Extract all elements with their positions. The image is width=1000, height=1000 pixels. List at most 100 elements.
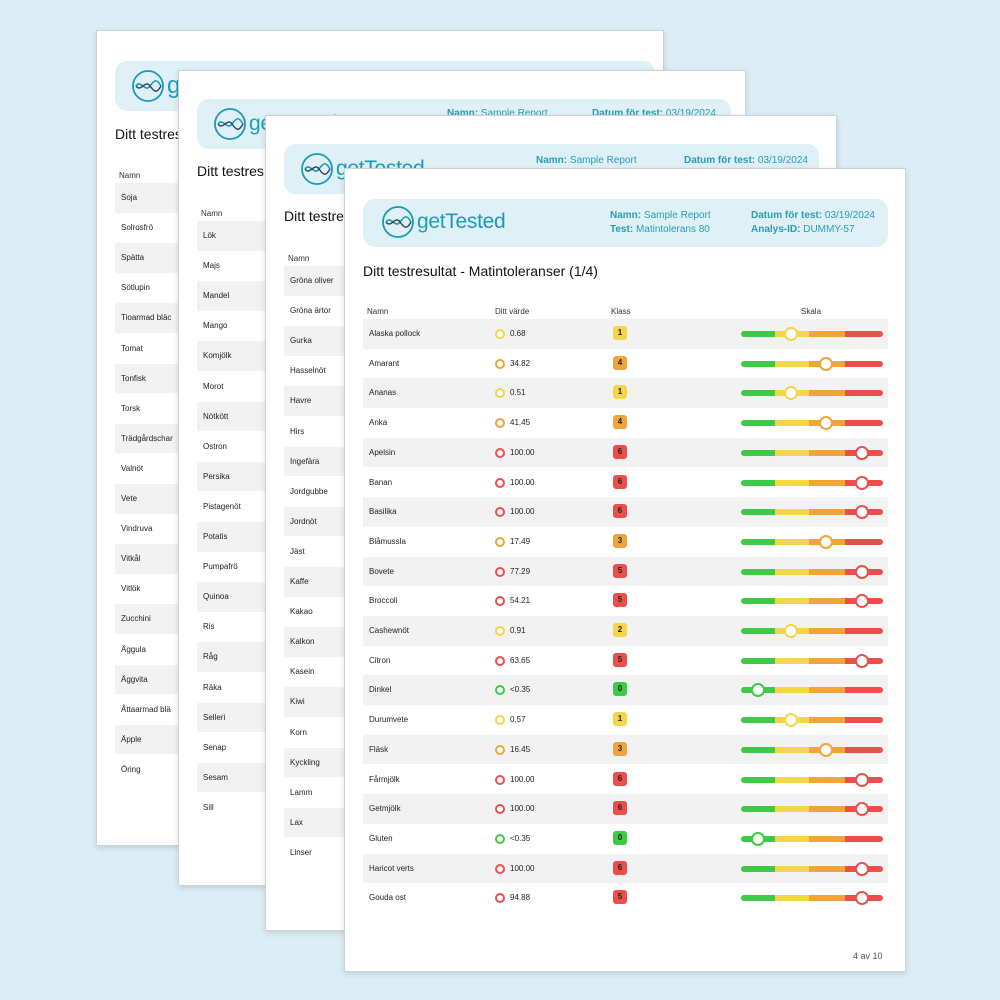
item-name: Ris [203,622,215,632]
item-name: Gurka [290,336,312,346]
result-value: 94.88 [510,893,531,903]
scale-segment [844,835,883,842]
item-name: Vitlök [121,584,141,594]
scale-bar [741,861,883,876]
item-name: Lök [203,231,216,240]
item-name: Korn [290,727,307,737]
scale-segment [844,746,883,753]
table-row: Anka 41.45 4 [363,408,888,438]
list-item: Äggula [115,635,655,665]
scale-segment [741,331,776,337]
scale-segment [809,331,845,337]
item-name: Jäst [290,546,305,556]
dna-logo-icon [382,206,414,238]
list-item: Sill [197,793,731,823]
report-name-meta: Namn: Sample Report [536,155,637,166]
list-item: Ostron [197,432,731,462]
page-number: 4 av 10 [853,951,883,961]
class-badge: 2 [613,623,627,637]
scale-segment [775,835,810,842]
page-title: Ditt testresultat - Matintoleranser (1/4… [363,263,598,279]
item-name: Vitkål [121,554,141,564]
item-name: Sötlupin [121,283,150,293]
status-dot-icon [495,804,505,815]
list-item: Vitlök [115,574,655,604]
food-name: Durumvete [369,715,409,725]
scale-marker [783,327,798,341]
status-dot-icon [495,566,505,577]
test-date: 03/19/2024 [824,210,875,221]
scale-segment [844,717,883,724]
result-value: 100.00 [510,477,535,487]
scale-segment [741,865,776,872]
class-badge: 4 [613,355,627,370]
status-dot-icon [495,863,505,874]
status-dot-icon [495,685,505,696]
scale-marker [854,594,869,609]
table-row: Haricot verts 100.00 6 [363,853,888,884]
status-dot-icon [495,626,505,636]
scale-marker [751,683,766,698]
item-name: Ingefära [290,456,320,466]
scale-segment [775,479,810,486]
report-name: Sample Report [643,210,711,221]
scale-segment [775,895,810,902]
column-header-name: Namn [201,209,223,218]
column-header-name: Namn [119,171,141,180]
page-title: Ditt testres [115,126,182,142]
status-dot-icon [495,507,505,518]
result-value: <0.35 [510,833,531,843]
list-item: Valnöt [115,454,655,484]
item-name: Nötkött [203,411,229,421]
scale-segment [741,420,776,427]
dna-logo-icon [214,108,246,140]
scale-bar [741,713,883,728]
item-name: Pumpafrö [203,562,238,572]
item-name: Sesam [203,772,228,782]
scale-segment [741,538,776,545]
status-dot-icon [495,833,505,844]
scale-segment [809,776,845,783]
item-name: Åttaarmad blä [121,704,171,714]
item-name: Majs [203,261,220,271]
item-name: Hirs [290,426,305,436]
scale-segment [775,360,810,367]
table-row: Cashewnöt 0.91 2 [363,616,888,646]
scale-marker [854,505,869,520]
list-item: Majs [197,251,731,281]
list-item: Vindruva [115,514,655,544]
list-item: Tomat [115,334,655,364]
class-badge: 6 [613,860,627,875]
table-row: Bovete 77.29 5 [363,556,888,587]
item-name: Zucchini [121,614,151,624]
scale-segment [741,360,776,367]
class-badge: 6 [613,771,627,786]
scale-segment [809,509,845,516]
item-name: Råg [203,652,218,662]
status-dot-icon [495,596,505,607]
scale-segment [775,598,810,605]
brand-logo: getTested [381,205,506,239]
scale-segment [844,360,883,367]
class-badge: 4 [613,415,627,430]
class-badge: 1 [613,326,627,340]
food-name: Fårmjölk [369,774,400,784]
item-name: Räka [203,682,222,692]
item-name: Persika [203,471,230,481]
scale-marker [783,624,798,638]
food-name: Fläsk [369,744,389,754]
scale-segment [809,628,845,634]
scale-bar [741,416,883,431]
scale-segment [844,687,883,694]
scale-segment [809,390,845,397]
item-name: Ostron [203,441,228,451]
table-row: Fläsk 16.45 3 [363,734,888,765]
scale-segment [809,895,845,902]
scale-bar [741,594,883,609]
class-badge: 1 [613,712,627,727]
scale-marker [819,416,834,431]
class-badge: 5 [613,652,627,667]
scale-marker [783,386,798,401]
scale-marker [854,861,869,876]
item-name: Quinoa [203,592,229,602]
